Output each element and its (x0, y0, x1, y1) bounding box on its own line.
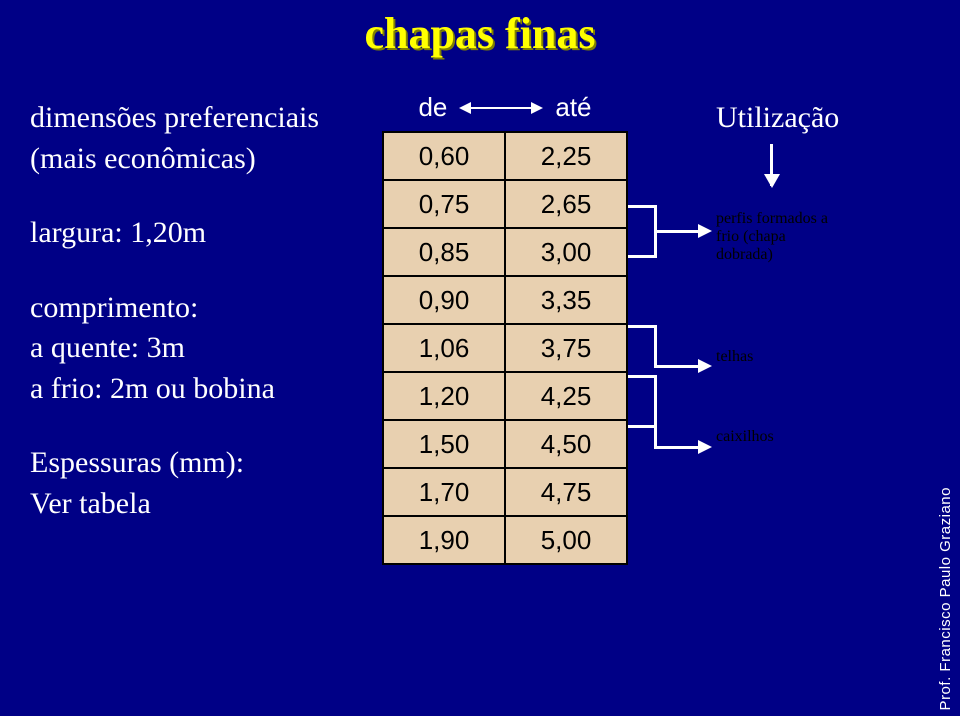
cell-ate: 4,25 (505, 372, 627, 420)
cell-ate: 3,35 (505, 276, 627, 324)
largura-line: largura: 1,20m (30, 213, 360, 254)
espessuras-block: Espessuras (mm): Ver tabela (30, 443, 360, 524)
page-title: chapas finas (0, 8, 960, 59)
table-row: 0,602,25 (383, 132, 627, 180)
table-row: 0,752,65 (383, 180, 627, 228)
table-row: 1,063,75 (383, 324, 627, 372)
header-arrow-icon (461, 107, 541, 109)
connector-perfis-icon (628, 205, 716, 271)
perfis-l1: perfis formados a (716, 210, 946, 228)
caixilhos-label: caixilhos (716, 428, 946, 446)
telhas-group: telhas (716, 348, 946, 366)
perfis-l3: dobrada) (716, 246, 946, 264)
cell-de: 0,60 (383, 132, 505, 180)
right-column: Utilização (716, 98, 946, 149)
cell-de: 1,90 (383, 516, 505, 564)
telhas-label: telhas (716, 348, 946, 366)
header-de: de (418, 92, 447, 123)
cell-ate: 4,75 (505, 468, 627, 516)
comp-line3: a frio: 2m ou bobina (30, 369, 360, 410)
cell-de: 1,20 (383, 372, 505, 420)
comprimento-block: comprimento: a quente: 3m a frio: 2m ou … (30, 288, 360, 410)
cell-ate: 3,75 (505, 324, 627, 372)
caixilhos-group: caixilhos (716, 428, 946, 446)
perfis-group: perfis formados a frio (chapa dobrada) (716, 210, 946, 264)
cell-de: 1,70 (383, 468, 505, 516)
header-ate: até (555, 92, 591, 123)
connector-telhas-icon (628, 325, 716, 385)
connector-caixilhos-icon (628, 375, 716, 455)
down-arrow-icon (770, 144, 773, 186)
cell-ate: 2,65 (505, 180, 627, 228)
cell-ate: 4,50 (505, 420, 627, 468)
comp-line2: a quente: 3m (30, 328, 360, 369)
table-row: 1,905,00 (383, 516, 627, 564)
cell-de: 1,50 (383, 420, 505, 468)
utilizacao-label: Utilização (716, 98, 946, 139)
left-column: dimensões preferenciais (mais econômicas… (30, 98, 360, 524)
cell-de: 0,75 (383, 180, 505, 228)
table-row: 0,853,00 (383, 228, 627, 276)
esp-line1: Espessuras (mm): (30, 443, 360, 484)
table-row: 1,504,50 (383, 420, 627, 468)
perfis-l2: frio (chapa (716, 228, 946, 246)
cell-de: 1,06 (383, 324, 505, 372)
dimensoes-block: dimensões preferenciais (mais econômicas… (30, 98, 360, 179)
cell-de: 0,85 (383, 228, 505, 276)
dim-line1: dimensões preferenciais (30, 98, 360, 139)
cell-ate: 3,00 (505, 228, 627, 276)
table-row: 1,204,25 (383, 372, 627, 420)
esp-line2: Ver tabela (30, 484, 360, 525)
footer-credit: Prof. Francisco Paulo Graziano (937, 487, 954, 710)
table-wrap: de até 0,602,250,752,650,853,000,903,351… (382, 92, 628, 565)
dim-line2: (mais econômicas) (30, 139, 360, 180)
cell-ate: 2,25 (505, 132, 627, 180)
thickness-table: 0,602,250,752,650,853,000,903,351,063,75… (382, 131, 628, 565)
table-row: 1,704,75 (383, 468, 627, 516)
comp-line1: comprimento: (30, 288, 360, 329)
table-row: 0,903,35 (383, 276, 627, 324)
cell-de: 0,90 (383, 276, 505, 324)
table-header-row: de até (382, 92, 628, 123)
largura-block: largura: 1,20m (30, 213, 360, 254)
cell-ate: 5,00 (505, 516, 627, 564)
